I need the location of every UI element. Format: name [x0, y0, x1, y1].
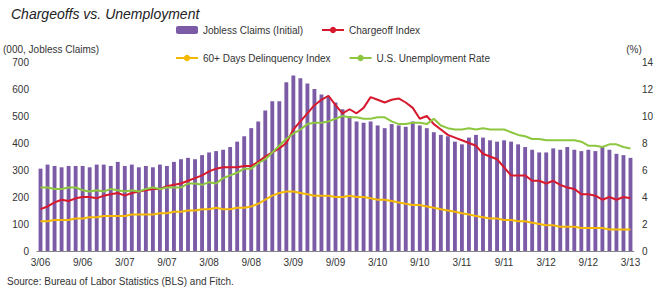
svg-text:9/10: 9/10 [410, 257, 430, 268]
svg-text:Jobless Claims (Initial): Jobless Claims (Initial) [203, 25, 303, 36]
svg-text:400: 400 [12, 138, 29, 149]
svg-text:12: 12 [642, 84, 654, 95]
svg-text:3/13: 3/13 [621, 257, 641, 268]
svg-text:0: 0 [23, 246, 29, 257]
svg-text:Source: Bureau of Labor Statis: Source: Bureau of Labor Statistics (BLS)… [7, 276, 234, 287]
svg-text:10: 10 [642, 111, 654, 122]
svg-text:3/10: 3/10 [368, 257, 388, 268]
svg-text:9/12: 9/12 [579, 257, 599, 268]
svg-text:300: 300 [12, 165, 29, 176]
svg-text:700: 700 [12, 57, 29, 68]
svg-text:9/06: 9/06 [73, 257, 93, 268]
svg-text:(%): (%) [626, 44, 642, 55]
svg-text:9/11: 9/11 [495, 257, 514, 268]
svg-text:9/07: 9/07 [157, 257, 177, 268]
svg-text:14: 14 [642, 57, 654, 68]
svg-text:4: 4 [642, 192, 648, 203]
svg-text:500: 500 [12, 111, 29, 122]
svg-text:3/09: 3/09 [284, 257, 304, 268]
svg-text:8: 8 [642, 138, 648, 149]
svg-text:3/06: 3/06 [31, 257, 51, 268]
svg-text:9/08: 9/08 [241, 257, 261, 268]
svg-text:9/09: 9/09 [326, 257, 346, 268]
svg-text:600: 600 [12, 84, 29, 95]
svg-text:3/07: 3/07 [115, 257, 135, 268]
svg-text:0: 0 [642, 246, 648, 257]
svg-text:6: 6 [642, 165, 648, 176]
svg-text:Chargeoff Index: Chargeoff Index [349, 25, 420, 36]
svg-text:200: 200 [12, 192, 29, 203]
svg-text:3/11: 3/11 [453, 257, 472, 268]
svg-text:100: 100 [12, 219, 29, 230]
svg-text:2: 2 [642, 219, 648, 230]
svg-text:U.S. Unemployment Rate: U.S. Unemployment Rate [377, 53, 491, 64]
svg-text:Chargeoffs vs. Unemployment: Chargeoffs vs. Unemployment [11, 6, 200, 22]
svg-text:60+ Days Delinquency Index: 60+ Days Delinquency Index [203, 53, 331, 64]
svg-text:(000, Jobless Claims): (000, Jobless Claims) [3, 44, 99, 55]
svg-text:3/12: 3/12 [536, 257, 556, 268]
svg-text:3/08: 3/08 [199, 257, 219, 268]
